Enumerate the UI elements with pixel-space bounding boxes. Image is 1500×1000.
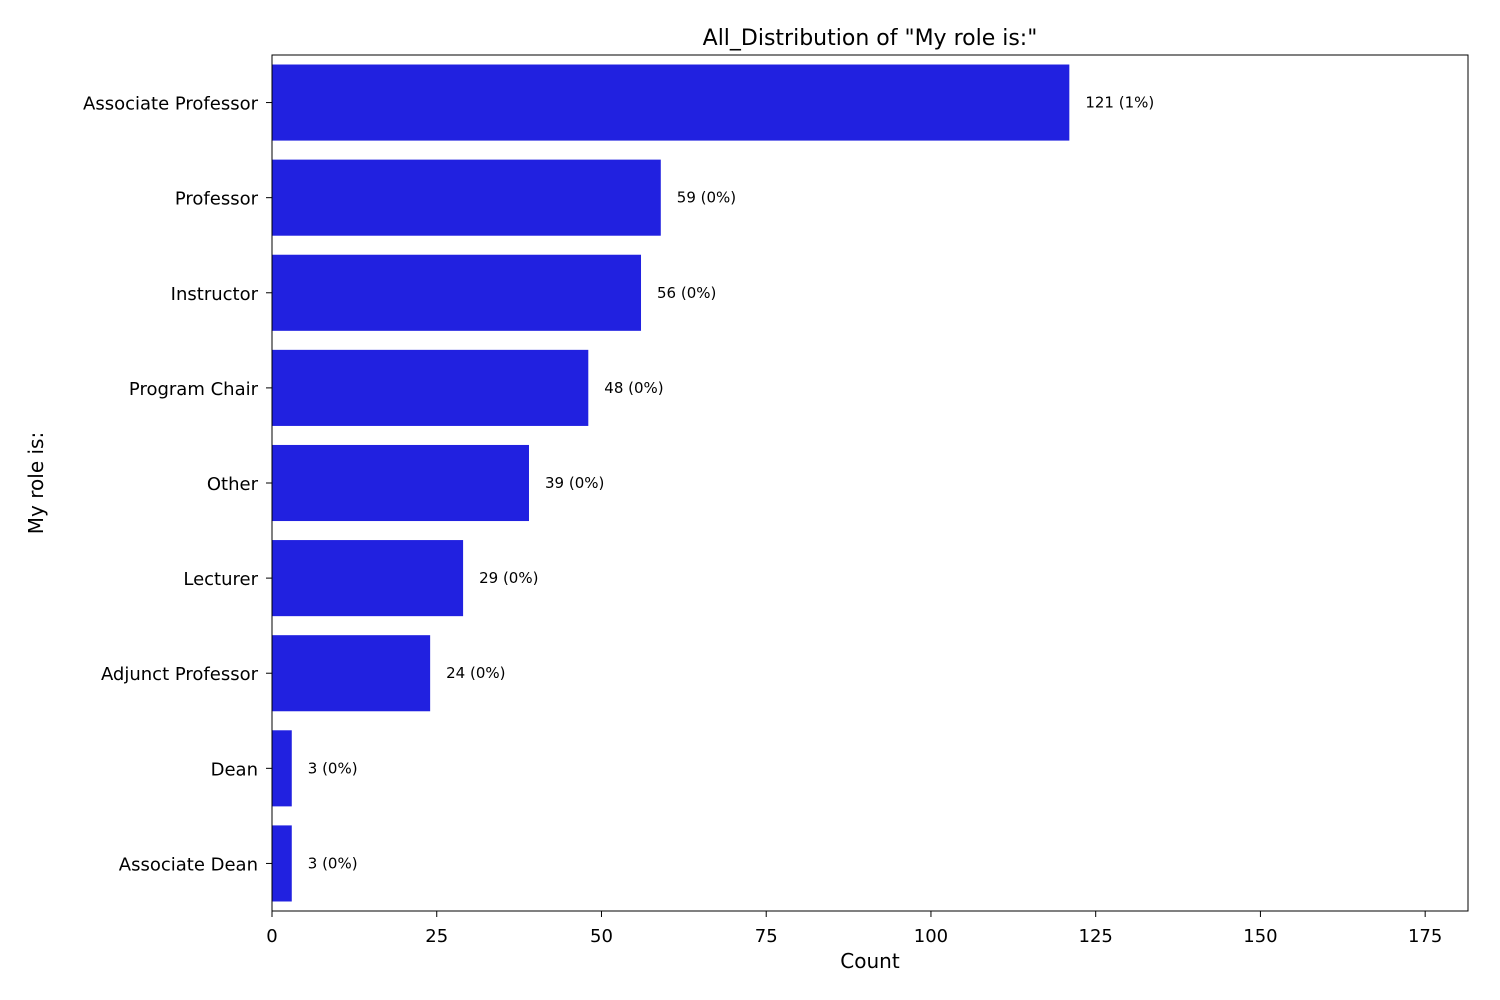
bar-value-label: 48 (0%) [604,379,663,397]
bar [272,349,589,426]
x-tick-label: 50 [590,926,613,947]
plot-frame [271,54,1469,912]
y-tick-label: Program Chair [129,379,259,400]
x-tick-label: 0 [266,926,277,947]
x-tick-label: 150 [1243,926,1277,947]
bar [272,254,642,331]
x-tick-label: 175 [1408,926,1442,947]
chart-title: All_Distribution of "My role is:" [703,26,1038,51]
bar [272,159,661,236]
bar-value-label: 29 (0%) [479,569,538,587]
bar-value-label: 59 (0%) [677,189,736,207]
bar-value-label: 3 (0%) [308,759,358,777]
x-axis-label: Count [840,949,900,973]
bar [272,540,464,617]
bar-value-label: 56 (0%) [657,284,716,302]
y-axis-label: My role is: [24,432,48,534]
bar [272,730,292,807]
y-tick-label: Associate Dean [119,854,258,875]
bar [272,444,529,522]
bar [272,635,431,712]
y-tick-label: Dean [211,759,258,780]
bars-group [272,64,1070,902]
y-tick-label: Other [207,474,259,495]
bar-value-label: 121 (1%) [1085,94,1154,112]
bar-value-labels: 121 (1%) 59 (0%) 56 (0%) 48 (0%) 39 (0%) 29 (… [308,94,1154,873]
bar-value-label: 24 (0%) [446,664,505,682]
bar [272,825,292,902]
bar-value-label: 39 (0%) [545,474,604,492]
bar-value-label: 3 (0%) [308,854,358,872]
y-axis: Associate Professor Professor Instructor Pr… [83,94,272,875]
y-tick-label: Professor [175,189,259,210]
y-tick-label: Instructor [171,284,259,305]
x-axis: 0 25 50 75 100 125 150 175 [266,911,1442,947]
x-tick-label: 75 [755,926,778,947]
y-tick-label: Adjunct Professor [101,664,259,685]
x-tick-label: 25 [425,926,448,947]
x-tick-label: 125 [1079,926,1113,947]
y-tick-label: Associate Professor [83,94,259,115]
x-tick-label: 100 [914,926,948,947]
y-tick-label: Lecturer [183,569,258,590]
bar [272,64,1070,141]
